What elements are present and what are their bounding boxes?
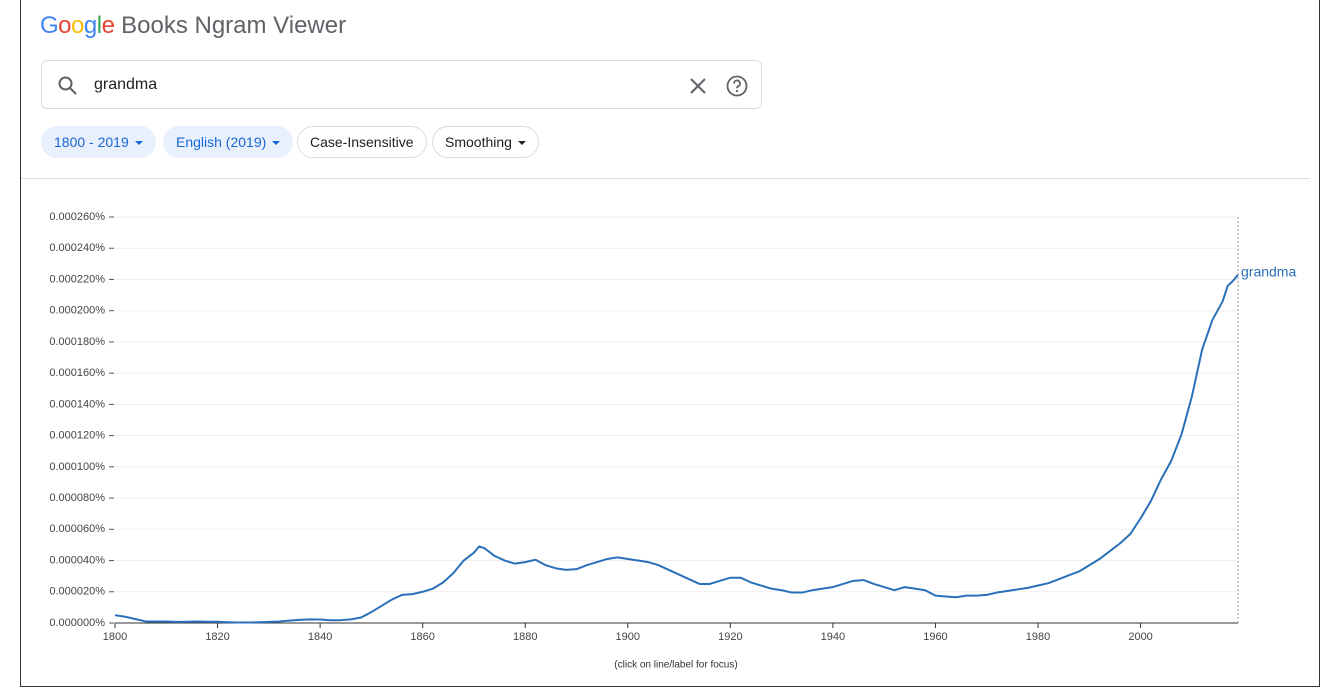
dropdown-caret bbox=[134, 140, 143, 145]
help-button[interactable] bbox=[725, 74, 749, 98]
y-tick-label: 0.000120% bbox=[49, 430, 105, 442]
chart-note: (click on line/label for focus) bbox=[614, 660, 737, 671]
frame bbox=[20, 0, 1320, 687]
x-tick-label: 1900 bbox=[616, 631, 640, 643]
y-tick-label: 0.000160% bbox=[49, 367, 105, 379]
brand-letter: o bbox=[71, 12, 84, 39]
y-tick-label: 0.000140% bbox=[49, 398, 105, 410]
app-title: Books Ngram Viewer bbox=[121, 12, 347, 39]
brand-letter: g bbox=[83, 12, 97, 39]
series-label[interactable]: grandma bbox=[1241, 263, 1296, 279]
chip-label: 1800 - 2019 bbox=[54, 134, 129, 150]
brand-letter: o bbox=[58, 12, 72, 39]
brand-letter: e bbox=[101, 12, 115, 39]
year-range-chip[interactable]: 1800 - 2019 bbox=[41, 126, 156, 158]
x-tick-label: 1940 bbox=[821, 631, 845, 643]
smoothing-chip[interactable]: Smoothing bbox=[432, 126, 539, 158]
case-chip[interactable]: Case-Insensitive bbox=[297, 126, 427, 158]
chip-label: Case-Insensitive bbox=[310, 134, 414, 150]
x-tick-label: 1800 bbox=[103, 631, 127, 643]
brand-letter: l bbox=[96, 12, 102, 39]
y-tick-label: 0.000200% bbox=[49, 305, 105, 317]
x-tick-label: 1960 bbox=[923, 631, 947, 643]
search-query[interactable]: grandma bbox=[94, 76, 158, 93]
chip-label: English (2019) bbox=[176, 134, 267, 150]
y-tick-label: 0.000060% bbox=[49, 523, 105, 535]
corpus-chip[interactable]: English (2019) bbox=[163, 126, 294, 158]
y-tick-label: 0.000100% bbox=[49, 461, 105, 473]
chip-label: Smoothing bbox=[445, 134, 512, 150]
divider bbox=[21, 178, 1310, 179]
search-icon bbox=[58, 76, 77, 95]
clear-button[interactable] bbox=[688, 76, 708, 96]
x-tick-label: 1840 bbox=[308, 631, 332, 643]
brand-letter: G bbox=[40, 12, 59, 39]
dropdown-caret bbox=[272, 140, 281, 145]
brand: Google bbox=[40, 12, 115, 39]
x-tick-label: 1820 bbox=[205, 631, 229, 643]
y-tick-label: 0.000020% bbox=[49, 586, 105, 598]
y-tick-label: 0.000080% bbox=[49, 492, 105, 504]
series-line bbox=[114, 274, 1239, 624]
y-tick-label: 0.000000% bbox=[49, 617, 105, 629]
y-tick-label: 0.000040% bbox=[49, 554, 105, 566]
search-box[interactable]: grandma bbox=[41, 60, 762, 109]
x-tick-label: 1980 bbox=[1026, 631, 1050, 643]
y-tick-label: 0.000180% bbox=[49, 336, 105, 348]
x-tick-label: 1860 bbox=[410, 631, 434, 643]
dropdown-caret bbox=[517, 140, 526, 145]
y-tick-label: 0.000260% bbox=[49, 211, 105, 223]
x-tick-label: 2000 bbox=[1128, 631, 1152, 643]
x-tick-label: 1920 bbox=[718, 631, 742, 643]
y-tick-label: 0.000220% bbox=[49, 273, 105, 285]
x-tick-label: 1880 bbox=[513, 631, 537, 643]
y-tick-label: 0.000240% bbox=[49, 242, 105, 254]
logo[interactable]: Google Books Ngram Viewer bbox=[40, 12, 346, 40]
